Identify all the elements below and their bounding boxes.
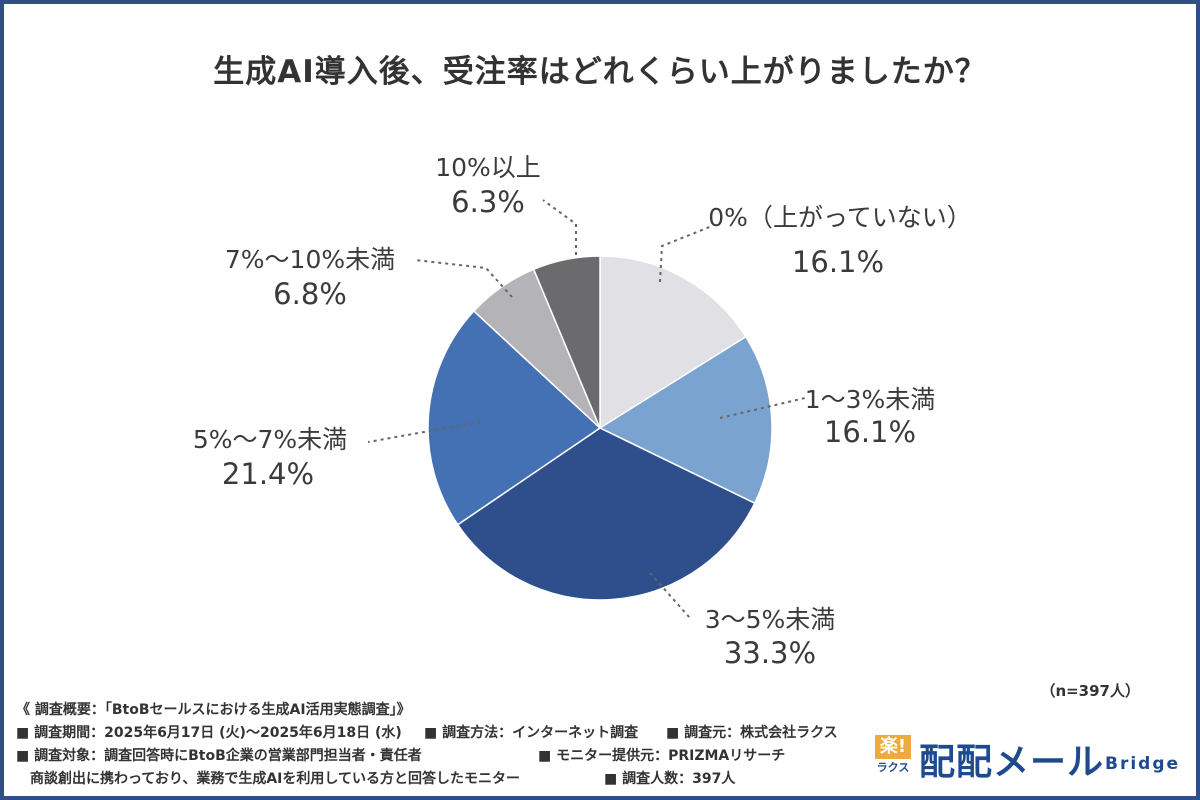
slice-label-2: 3～5%未満 bbox=[705, 605, 836, 634]
slice-label-0: 0%（上がっていない） bbox=[708, 203, 971, 232]
slice-value-2: 33.3% bbox=[724, 636, 816, 670]
leader-line-2 bbox=[649, 572, 691, 619]
leader-line-3 bbox=[367, 421, 481, 443]
survey-count: ■ 調査人数：397人 bbox=[604, 771, 736, 787]
slice-value-1: 16.1% bbox=[824, 415, 916, 449]
slice-label-1: 1～3%未満 bbox=[805, 385, 936, 414]
pie-slice-1 bbox=[598, 335, 773, 505]
slice-value-3: 21.4% bbox=[222, 457, 314, 491]
brand-logo: 楽! ラクス 配配メール Bridge bbox=[875, 735, 1181, 783]
pie-slice-0 bbox=[599, 255, 747, 430]
product-name: 配配メール bbox=[919, 742, 1105, 783]
slice-label-4: 7%～10%未満 bbox=[225, 245, 395, 274]
pie-slice-2 bbox=[456, 427, 756, 601]
slice-label-3: 5%～7%未満 bbox=[193, 425, 347, 454]
leader-line-4 bbox=[414, 259, 513, 298]
rakus-logo-icon: 楽! ラクス bbox=[875, 735, 911, 774]
slice-value-5: 6.3% bbox=[451, 185, 525, 219]
survey-method: ■ 調査方法：インターネット調査 bbox=[424, 725, 639, 741]
pie-slice-5 bbox=[532, 255, 601, 429]
chart-title: 生成AI導入後、受注率はどれくらい上がりましたか？ bbox=[213, 54, 987, 90]
product-sub: Bridge bbox=[1105, 754, 1181, 774]
survey-title: 《 調査概要：「BtoBセールスにおける生成AI活用実態調査」》 bbox=[16, 702, 411, 718]
slice-label-5: 10%以上 bbox=[435, 153, 541, 182]
slice-value-0: 16.1% bbox=[792, 245, 884, 279]
survey-target: ■ 調査対象：調査回答時にBtoB企業の営業部門担当者・責任者 bbox=[16, 748, 422, 764]
leader-line-5 bbox=[542, 199, 577, 255]
slice-value-4: 6.8% bbox=[273, 277, 347, 311]
survey-source: ■ 調査元：株式会社ラクス bbox=[666, 725, 838, 741]
survey-period: ■ 調査期間：2025年6月17日 (火)～2025年6月18日 (水) bbox=[16, 725, 402, 741]
survey-monitor: ■ モニター提供元：PRIZMAリサーチ bbox=[538, 748, 786, 764]
survey-target-detail: 商談創出に携わっており、業務で生成AIを利用している方と回答したモニター bbox=[30, 771, 520, 787]
leader-line-0 bbox=[659, 225, 713, 283]
sample-size: （n=397人） bbox=[1040, 682, 1140, 700]
survey-overview: 《 調査概要：「BtoBセールスにおける生成AI活用実態調査」》 ■ 調査期間：… bbox=[16, 700, 896, 792]
pie-slice-3 bbox=[427, 309, 602, 526]
leader-line-1 bbox=[719, 397, 806, 419]
